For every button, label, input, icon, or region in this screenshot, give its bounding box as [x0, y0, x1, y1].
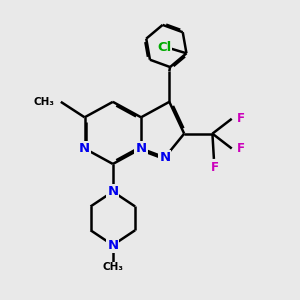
Text: F: F [211, 161, 218, 174]
Text: Cl: Cl [157, 41, 171, 54]
Text: N: N [107, 185, 118, 198]
Text: N: N [107, 238, 118, 252]
Text: CH₃: CH₃ [102, 262, 123, 272]
Text: F: F [237, 112, 245, 125]
Text: N: N [159, 151, 170, 164]
Text: CH₃: CH₃ [33, 97, 54, 107]
Text: F: F [237, 142, 245, 155]
Text: N: N [79, 142, 90, 155]
Text: N: N [136, 142, 147, 155]
